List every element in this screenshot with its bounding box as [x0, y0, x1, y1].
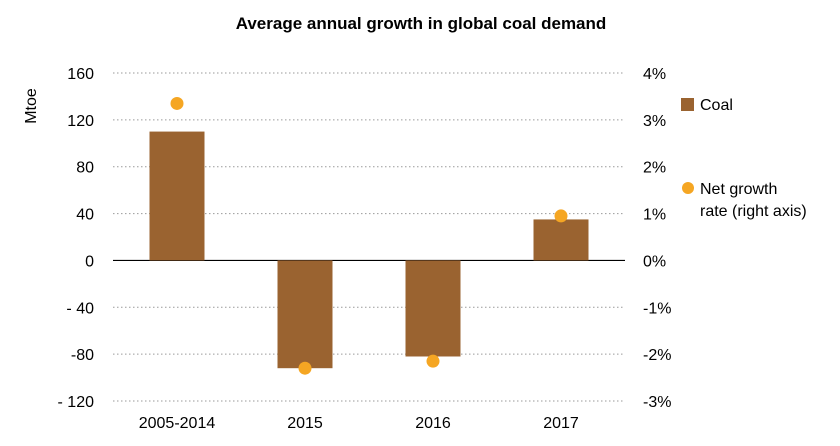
y2-tick-label: 3% [643, 113, 666, 130]
y-tick-label: 120 [67, 113, 94, 130]
y2-tick-label: -2% [643, 347, 671, 364]
y-tick-label: 80 [76, 160, 94, 177]
legend-marker-net-growth [682, 182, 694, 194]
point-series-net-growth [170, 96, 568, 375]
legend-label-net-growth-line2: rate (right axis) [700, 203, 807, 220]
y2-tick-label: 1% [643, 207, 666, 224]
legend: Coal Net growth rate (right axis) [681, 97, 807, 220]
point-2005-2014 [170, 96, 184, 110]
y2-tick-label: -1% [643, 300, 671, 317]
y-tick-label: - 40 [66, 300, 94, 317]
y2-tick-label: 0% [643, 253, 666, 270]
legend-swatch-coal [681, 98, 694, 111]
bar-2005-2014 [149, 131, 205, 261]
y-axis-label: Mtoe [23, 88, 40, 124]
left-axis-ticks: 160 120 80 40 0 - 40 -80 - 120 [58, 66, 95, 411]
bar-series-coal [149, 131, 589, 369]
point-2016 [426, 354, 440, 368]
y-tick-label: 160 [67, 66, 94, 83]
x-tick-label: 2016 [415, 415, 451, 432]
y-tick-label: 40 [76, 207, 94, 224]
right-axis-ticks: 4% 3% 2% 1% 0% -1% -2% -3% [643, 66, 671, 411]
y-tick-label: 0 [85, 253, 94, 270]
y2-tick-label: 4% [643, 66, 666, 83]
bar-2015 [277, 260, 333, 369]
x-tick-label: 2015 [287, 415, 323, 432]
point-2015 [298, 361, 312, 375]
y-tick-label: - 120 [58, 394, 95, 411]
legend-label-net-growth-line1: Net growth [700, 181, 777, 198]
chart-title: Average annual growth in global coal dem… [236, 14, 607, 33]
y2-tick-label: -3% [643, 394, 671, 411]
point-2017 [554, 209, 568, 223]
y-tick-label: -80 [71, 347, 94, 364]
x-axis-ticks: 2005-2014 2015 2016 2017 [139, 415, 579, 432]
x-tick-label: 2017 [543, 415, 579, 432]
legend-label-coal: Coal [700, 97, 733, 114]
bar-2016 [405, 260, 461, 357]
x-tick-label: 2005-2014 [139, 415, 216, 432]
bar-2017 [533, 219, 589, 261]
y2-tick-label: 2% [643, 160, 666, 177]
